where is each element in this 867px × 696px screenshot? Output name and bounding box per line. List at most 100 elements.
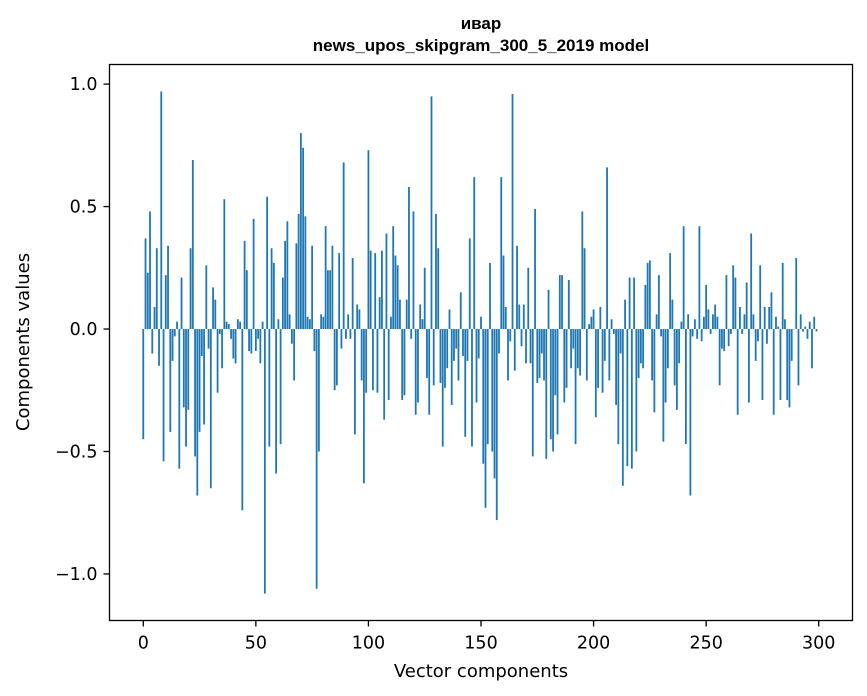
bar [795,258,798,330]
bar [669,253,672,330]
bar [365,329,368,393]
bar [234,329,237,364]
bar [308,319,311,330]
bar [439,329,442,383]
bar [705,284,708,330]
bar [459,292,462,330]
bar [230,329,232,339]
bar [263,329,266,594]
bar [218,329,221,334]
bar [730,329,732,334]
bar [612,329,615,334]
bar [248,329,250,352]
bar [243,240,246,330]
bar [376,329,379,393]
bar [151,329,154,354]
bar [254,329,257,352]
bar [261,321,264,330]
bar [754,329,757,361]
bar [290,329,293,344]
bar [752,314,755,330]
bar [281,277,284,330]
bar [657,275,660,330]
bar [327,270,329,330]
bar [345,329,347,339]
bar [354,329,356,435]
y-tick-label: −0.5 [55,442,98,462]
bar [617,329,620,445]
bar [520,329,523,347]
chart-subtitle: news_upos_skipgram_300_5_2019 model [313,36,649,55]
x-axis-ticks: 0 50 100 150 200 250 300 [138,620,835,654]
bar [639,329,642,364]
bar [369,250,372,330]
bar [176,321,178,330]
plot-frame [108,63,854,622]
bar [390,316,392,330]
bar [209,329,212,489]
bar [804,326,807,330]
bar [164,275,167,330]
bar [673,329,676,386]
y-tick-label: 0.5 [70,198,98,218]
bar [153,306,156,330]
bar [450,329,453,405]
bar [761,329,764,401]
bar [689,329,692,496]
bar [392,226,395,330]
bar [473,177,476,330]
bar [507,329,509,381]
bar [171,329,174,361]
bar [408,186,410,330]
bar [252,218,255,330]
bar [167,245,169,330]
bar [482,329,485,464]
bar [302,147,305,330]
bar [322,316,325,330]
bar [579,329,581,376]
bar [324,226,327,330]
bar [374,253,377,330]
bar [660,329,663,337]
bar [394,255,397,330]
bar [644,284,647,330]
bar [504,306,507,330]
bar [464,329,467,437]
bar [444,329,446,388]
bar [781,262,784,330]
x-tick-label: 200 [577,634,610,654]
bar [268,329,271,447]
bar [707,309,710,330]
bar [570,329,572,369]
bar [182,329,185,408]
bar [766,329,768,344]
bar [691,329,694,337]
bar [453,329,455,361]
bar [543,329,545,381]
bar [525,329,527,364]
bar [718,329,721,386]
bar [491,329,494,452]
bar [606,167,608,330]
bar [513,329,516,371]
bar [432,329,435,386]
bar [592,309,595,330]
bar [245,270,248,330]
bar [313,329,316,352]
bar [180,277,183,330]
bar [381,250,383,330]
bar [405,299,408,330]
bar [358,309,361,330]
bar [748,329,750,403]
bar [239,321,241,330]
bar [178,329,181,469]
bar [293,329,296,381]
bar [642,329,645,369]
bar [808,321,811,330]
bar [205,265,208,330]
bar [241,329,244,511]
bar [588,324,590,330]
bar [200,329,203,356]
bar [651,329,654,381]
bar [462,329,464,356]
